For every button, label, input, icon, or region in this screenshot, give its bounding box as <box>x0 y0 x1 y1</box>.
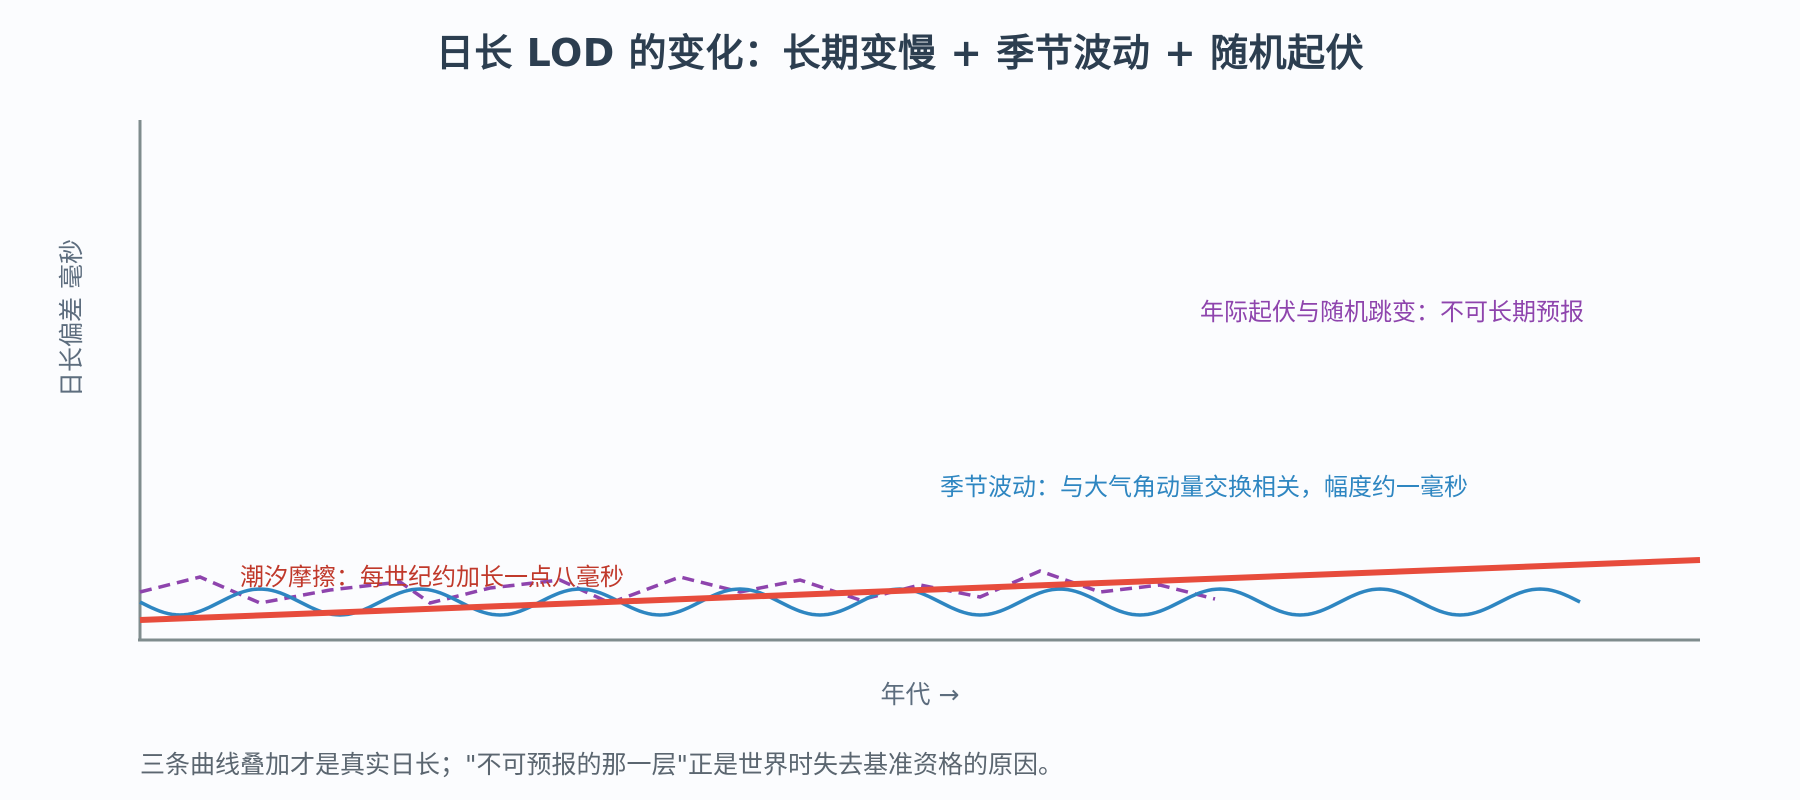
x-axis-label: 年代 → <box>881 680 960 709</box>
footnote: 三条曲线叠加才是真实日长；"不可预报的那一层"正是世界时失去基准资格的原因。 <box>140 750 1064 779</box>
irregular-curve-label: 年际起伏与随机跳变：不可长期预报 <box>1200 298 1584 326</box>
seasonal-oscillation-curve <box>139 587 1581 617</box>
tidal-friction-trend-line <box>139 557 1701 623</box>
irregular-fluctuation-curve <box>139 569 1216 605</box>
seasonal-curve-label: 季节波动：与大气角动量交换相关，幅度约一毫秒 <box>940 473 1468 501</box>
tidal-curve-label: 潮汐摩擦：每世纪约加长一点八毫秒 <box>240 563 624 591</box>
page-title: 日长 LOD 的变化：长期变慢 + 季节波动 + 随机起伏 <box>435 31 1365 75</box>
lod-diagram: 日长偏差 毫秒 年代 → 年际起伏与随机跳变：不可长期预报 季节波动：与大气角动… <box>57 120 1701 709</box>
y-axis-label: 日长偏差 毫秒 <box>57 239 86 397</box>
